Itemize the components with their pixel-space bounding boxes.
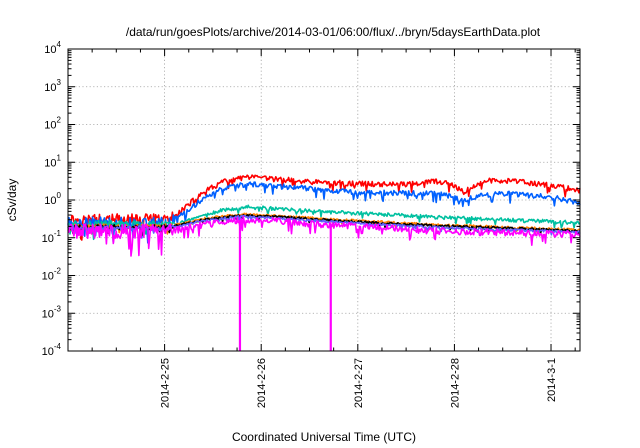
series-line	[67, 181, 581, 244]
y-tick-label: 103	[44, 78, 61, 94]
x-tick-label: 2014-2-27	[353, 358, 365, 408]
series-line	[67, 215, 581, 257]
series-line	[67, 174, 581, 241]
x-tick-labels: 2014-2-25 2014-2-26 2014-2-27 2014-2-28 2014…	[160, 358, 558, 408]
series-group	[67, 174, 581, 351]
series-line	[67, 204, 581, 241]
x-tick-label: 2014-2-25	[160, 358, 172, 408]
y-tick-label: 10-2	[42, 267, 62, 283]
x-axis-label: Coordinated Universal Time (UTC)	[232, 430, 416, 444]
y-tick-label: 102	[44, 116, 61, 132]
y-tick-label: 101	[44, 153, 61, 169]
x-tick-label: 2014-2-28	[449, 358, 461, 408]
chart-title: /data/run/goesPlots/archive/2014-03-01/0…	[126, 25, 541, 39]
y-tick-label: 10-3	[42, 304, 62, 320]
y-tick-label: 10-1	[42, 229, 62, 245]
y-tick-label: 10-4	[42, 342, 62, 358]
y-tick-label: 100	[44, 191, 61, 207]
x-tick-label: 2014-2-26	[256, 358, 268, 408]
y-tick-labels: 10-4 10-3 10-2 10-1 100 101 102 103 104	[42, 40, 62, 358]
tick-marks	[68, 48, 580, 352]
grid-lines	[68, 49, 580, 351]
y-tick-label: 104	[44, 40, 61, 56]
y-axis-label: cSv/day	[5, 179, 19, 222]
x-tick-label: 2014-3-1	[546, 358, 558, 402]
